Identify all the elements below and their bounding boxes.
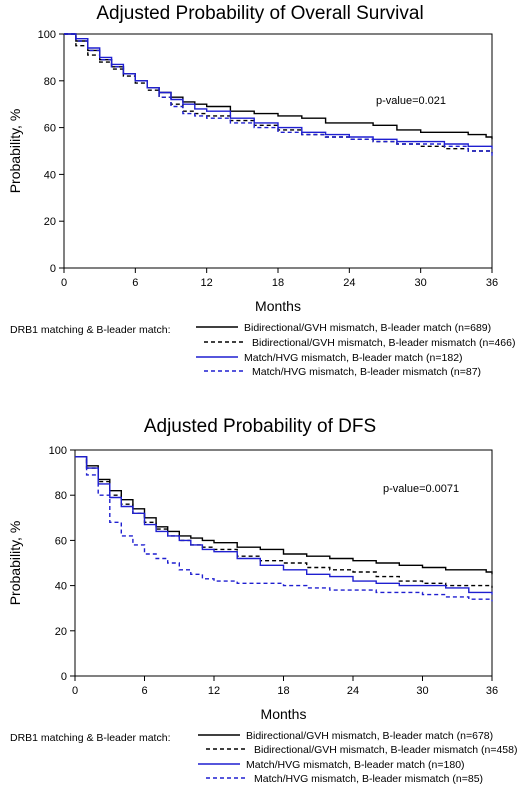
x-tick-label: 6 — [141, 685, 147, 697]
x-tick-label: 0 — [72, 685, 78, 697]
legend-title: DRB1 matching & B-leader match: — [10, 324, 170, 336]
series-line-3 — [64, 33, 493, 149]
y-tick-label: 100 — [49, 445, 67, 457]
y-tick-label: 80 — [44, 76, 56, 88]
x-tick-label: 6 — [132, 277, 138, 289]
x-tick-label: 24 — [347, 685, 359, 697]
legend-label-3: Match/HVG mismatch, B-leader match (n=18… — [246, 759, 465, 771]
x-tick-label: 36 — [486, 277, 498, 289]
overall-survival-chart: Adjusted Probability of Overall Survival… — [7, 3, 515, 378]
p-value-annotation: p-value=0.021 — [376, 95, 446, 107]
legend-label-2: Bidirectional/GVH mismatch, B-leader mis… — [254, 744, 517, 756]
x-tick-label: 18 — [272, 277, 284, 289]
y-axis-label: Probability, % — [7, 109, 23, 194]
x-tick-label: 0 — [61, 277, 67, 289]
y-tick-label: 80 — [55, 490, 67, 502]
legend-label-4: Match/HVG mismatch, B-leader mismatch (n… — [254, 773, 483, 785]
y-tick-label: 20 — [44, 216, 56, 228]
y-tick-label: 100 — [38, 29, 56, 41]
x-tick-label: 24 — [343, 277, 355, 289]
legend-label-2: Bidirectional/GVH mismatch, B-leader mis… — [252, 337, 515, 349]
dfs-chart: Adjusted Probability of DFS 0 6 12 18 24 30 36 0… — [7, 416, 517, 785]
series-line-3 — [75, 456, 493, 595]
p-value-annotation: p-value=0.0071 — [383, 483, 459, 495]
series-line-4 — [75, 456, 493, 602]
legend-label-1: Bidirectional/GVH mismatch, B-leader mat… — [246, 730, 493, 742]
legend-label-3: Match/HVG mismatch, B-leader match (n=18… — [244, 352, 463, 364]
x-tick-label: 36 — [486, 685, 498, 697]
y-tick-label: 40 — [55, 581, 67, 593]
x-tick-label: 30 — [415, 277, 427, 289]
y-tick-label: 60 — [44, 123, 56, 135]
x-tick-label: 18 — [277, 685, 289, 697]
y-tick-label: 20 — [55, 626, 67, 638]
chart-title: Adjusted Probability of Overall Survival — [96, 3, 423, 24]
legend-label-4: Match/HVG mismatch, B-leader mismatch (n… — [252, 366, 481, 378]
y-axis-label: Probability, % — [7, 521, 23, 606]
chart-title: Adjusted Probability of DFS — [144, 416, 376, 437]
x-tick-label: 12 — [201, 277, 213, 289]
plot-frame — [63, 33, 493, 269]
y-tick-label: 0 — [61, 671, 67, 683]
x-tick-label: 12 — [208, 685, 220, 697]
legend-title: DRB1 matching & B-leader match: — [10, 732, 170, 744]
legend-label-1: Bidirectional/GVH mismatch, B-leader mat… — [244, 322, 491, 334]
series-line-1 — [75, 456, 493, 575]
y-tick-label: 40 — [44, 169, 56, 181]
x-axis-label: Months — [261, 706, 307, 722]
series-line-4 — [64, 33, 493, 156]
y-tick-label: 0 — [50, 263, 56, 275]
x-tick-label: 30 — [416, 685, 428, 697]
y-tick-label: 60 — [55, 535, 67, 547]
x-axis-label: Months — [255, 298, 301, 314]
series-line-2 — [64, 33, 493, 154]
